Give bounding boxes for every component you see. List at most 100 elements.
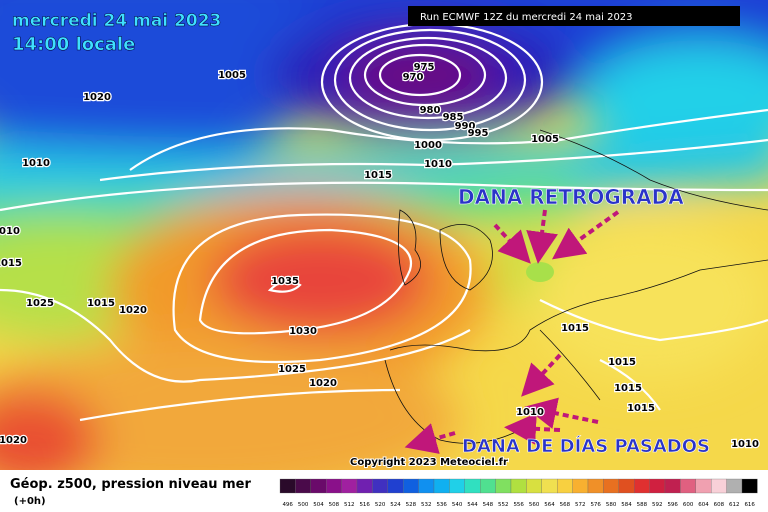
isobar-label: 980 bbox=[420, 105, 441, 116]
isobar-label: 1020 bbox=[309, 378, 337, 389]
scale-swatch bbox=[664, 478, 681, 494]
isobar-label: 1015 bbox=[0, 258, 22, 269]
scale-swatch bbox=[403, 478, 419, 494]
scale-swatch bbox=[310, 478, 327, 494]
isobar-label: 995 bbox=[468, 128, 489, 139]
scale-label: 528 bbox=[406, 502, 417, 508]
isobar-label: 1015 bbox=[364, 170, 392, 181]
isobar-label: 1000 bbox=[414, 140, 442, 151]
isobar-label: 1030 bbox=[289, 326, 317, 337]
scale-swatch bbox=[603, 478, 619, 494]
scale-label: 584 bbox=[621, 502, 632, 508]
scale-swatch bbox=[372, 478, 388, 494]
scale-swatch bbox=[495, 478, 512, 494]
isobar-label: 970 bbox=[403, 72, 424, 83]
scale-label: 580 bbox=[606, 502, 617, 508]
run-box bbox=[408, 6, 740, 26]
isobars bbox=[0, 22, 768, 422]
scale-swatch bbox=[741, 478, 758, 494]
run-label: Run ECMWF 12Z du mercredi 24 mai 2023 bbox=[420, 12, 633, 23]
scale-swatch bbox=[356, 478, 373, 494]
scale-label: 612 bbox=[729, 502, 740, 508]
isobar-label: 1010 bbox=[22, 158, 50, 169]
scale-swatch bbox=[449, 478, 465, 494]
scale-label: 548 bbox=[483, 502, 494, 508]
scale-swatch bbox=[341, 478, 358, 494]
scale-swatch bbox=[680, 478, 696, 494]
isobar-label: 1020 bbox=[119, 305, 147, 316]
scale-label: 500 bbox=[298, 502, 309, 508]
isobar-label: 1025 bbox=[26, 298, 54, 309]
isobar-label: 1015 bbox=[608, 357, 636, 368]
scale-swatch bbox=[634, 478, 650, 494]
scale-swatch bbox=[541, 478, 558, 494]
legend-step: (+0h) bbox=[14, 496, 46, 507]
isobar-label: 1025 bbox=[278, 364, 306, 375]
scale-swatch bbox=[587, 478, 604, 494]
scale-swatch bbox=[326, 478, 342, 494]
coastlines bbox=[384, 129, 768, 444]
scale-label: 540 bbox=[452, 502, 463, 508]
field bbox=[0, 0, 768, 470]
scale-swatch bbox=[557, 478, 573, 494]
isobar-label: 1020 bbox=[0, 435, 27, 446]
scale-label: 552 bbox=[498, 502, 509, 508]
legend-title: Géop. z500, pression niveau mer bbox=[10, 477, 251, 492]
scale-label: 508 bbox=[329, 502, 340, 508]
scale-swatch bbox=[526, 478, 542, 494]
isobar-label: 1010 bbox=[0, 226, 20, 237]
scale-swatch bbox=[510, 478, 527, 494]
scale-label: 560 bbox=[529, 502, 540, 508]
scale-swatch bbox=[695, 478, 712, 494]
scale-label: 532 bbox=[421, 502, 432, 508]
scale-label: 592 bbox=[652, 502, 663, 508]
scale-swatch bbox=[433, 478, 450, 494]
scale-label: 564 bbox=[544, 502, 555, 508]
scale-label: 588 bbox=[637, 502, 648, 508]
scale-swatch bbox=[572, 478, 589, 494]
isobar-label: 1015 bbox=[614, 383, 642, 394]
annotation: DANA DE DÍAS PASADOS bbox=[462, 435, 710, 457]
isobar-label: 1015 bbox=[627, 403, 655, 414]
copyright: Copyright 2023 Meteociel.fr bbox=[350, 457, 508, 468]
scale-label: 496 bbox=[282, 502, 293, 508]
scale-swatch bbox=[418, 478, 435, 494]
arrows bbox=[404, 209, 620, 454]
isobar-label: 1010 bbox=[516, 407, 544, 418]
isobar-label: 1015 bbox=[561, 323, 589, 334]
scale-label: 536 bbox=[436, 502, 447, 508]
date-label: mercredi 24 mai 2023 bbox=[12, 11, 221, 31]
scale-label: 516 bbox=[359, 502, 370, 508]
isobar-label: 1005 bbox=[218, 70, 246, 81]
scale-label: 576 bbox=[590, 502, 601, 508]
scale-label: 556 bbox=[513, 502, 524, 508]
scale-swatch bbox=[279, 478, 296, 494]
isobar-label: 1010 bbox=[731, 439, 759, 450]
isobar-label: 975 bbox=[414, 62, 435, 73]
isobar-label: 990 bbox=[455, 121, 476, 132]
scale-label: 524 bbox=[390, 502, 401, 508]
isobar-label: 1005 bbox=[531, 134, 559, 145]
isobar-label: 1015 bbox=[87, 298, 115, 309]
scale-swatch bbox=[387, 478, 404, 494]
scale-label: 616 bbox=[744, 502, 755, 508]
scale-label: 512 bbox=[344, 502, 355, 508]
scale-swatch bbox=[726, 478, 743, 494]
annotation: DANA RETROGRADA bbox=[458, 185, 684, 209]
isobar-label: 1010 bbox=[424, 159, 452, 170]
scale-label: 520 bbox=[375, 502, 386, 508]
scale-label: 544 bbox=[467, 502, 478, 508]
scale-swatch bbox=[711, 478, 727, 494]
scale-label: 608 bbox=[714, 502, 725, 508]
scale-swatch bbox=[295, 478, 311, 494]
scale-label: 600 bbox=[683, 502, 694, 508]
scale-swatch bbox=[649, 478, 666, 494]
scale-label: 596 bbox=[667, 502, 678, 508]
time-label: 14:00 locale bbox=[12, 34, 135, 55]
color-scale: 496 500 504 508 512 516 520 524 528 532 536 540 544 5… bbox=[279, 478, 758, 508]
isobar-label: 985 bbox=[443, 112, 464, 123]
scale-label: 504 bbox=[313, 502, 324, 508]
isobar-label: 1035 bbox=[271, 276, 299, 287]
